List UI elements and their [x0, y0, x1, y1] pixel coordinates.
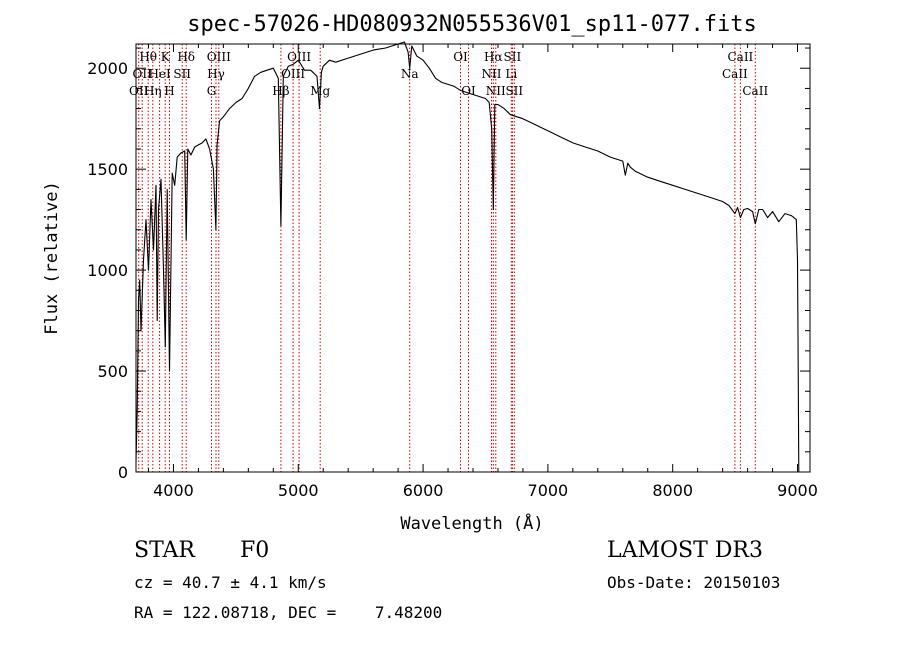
line-label: Mg — [310, 84, 330, 98]
y-tick-label: 2000 — [87, 59, 128, 78]
chart-title: spec-57026-HD080932N055536V01_sp11-077.f… — [187, 12, 757, 37]
line-label: OIII — [207, 50, 231, 64]
y-axis-label: Flux (relative) — [42, 181, 62, 335]
line-label: Hη — [144, 84, 162, 98]
ra-dec: RA = 122.08718, DEC = 7.48200 — [134, 603, 443, 622]
line-label: CaII — [727, 50, 753, 64]
line-label: Hθ — [139, 50, 157, 64]
x-tick-label: 9000 — [777, 481, 818, 500]
line-label: G — [207, 84, 217, 98]
obs-date: Obs-Date: 20150103 — [607, 573, 781, 592]
line-label: H — [164, 84, 174, 98]
line-label: OIII — [281, 67, 305, 81]
line-label: Li — [505, 67, 517, 81]
survey-name: LAMOST DR3 — [607, 538, 763, 563]
line-label: Hα — [484, 50, 503, 64]
line-labels: OII OII Hθ Hη HeI K H SII Hδ G Hγ OIII Hβ OIII OIII Mg N… — [129, 50, 768, 98]
line-label: K — [161, 50, 171, 64]
x-tick-label: 4000 — [153, 481, 194, 500]
line-label: OI — [453, 50, 468, 64]
axis-ticks: 4000 5000 6000 7000 8000 9000 0 500 1000 1500 2000 — [87, 44, 818, 500]
object-class: STAR — [134, 538, 195, 563]
x-tick-label: 6000 — [403, 481, 444, 500]
y-tick-label: 1500 — [87, 160, 128, 179]
line-label: Hγ — [207, 67, 225, 81]
line-label: Hβ — [272, 84, 289, 98]
object-subclass: F0 — [240, 538, 270, 563]
line-markers — [138, 44, 756, 472]
line-label: CaII — [742, 84, 768, 98]
line-label: NII — [486, 84, 506, 98]
line-label: CaII — [722, 67, 748, 81]
line-label: OII — [133, 67, 153, 81]
spectrum-line — [135, 41, 800, 473]
y-tick-label: 0 — [118, 463, 128, 482]
y-tick-label: 500 — [97, 362, 128, 381]
redshift-cz: cz = 40.7 ± 4.1 km/s — [134, 573, 327, 592]
line-label: SII — [504, 50, 522, 64]
x-tick-label: 7000 — [528, 481, 569, 500]
x-tick-label: 5000 — [278, 481, 319, 500]
line-label: SII — [173, 67, 191, 81]
y-tick-label: 1000 — [87, 261, 128, 280]
line-label: OI — [461, 84, 476, 98]
line-label: Na — [401, 67, 419, 81]
line-label: HeI — [148, 67, 171, 81]
line-label: OII — [129, 84, 149, 98]
line-label: NII — [482, 67, 502, 81]
x-tick-label: 8000 — [652, 481, 693, 500]
spectrum-series — [135, 41, 800, 473]
line-label: Hδ — [177, 50, 195, 64]
line-label: OIII — [287, 50, 311, 64]
line-label: SII — [505, 84, 523, 98]
x-axis-label: Wavelength (Å) — [400, 512, 543, 534]
